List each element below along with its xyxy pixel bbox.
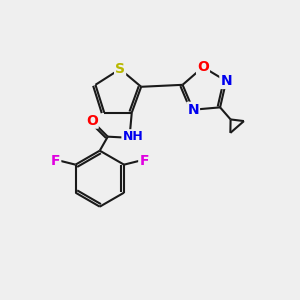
Text: F: F [51, 154, 60, 168]
Text: F: F [139, 154, 149, 168]
Text: O: O [197, 60, 209, 74]
Text: O: O [86, 114, 98, 128]
Text: N: N [187, 103, 199, 117]
Text: S: S [115, 62, 125, 76]
Text: N: N [220, 74, 232, 88]
Text: NH: NH [122, 130, 143, 143]
